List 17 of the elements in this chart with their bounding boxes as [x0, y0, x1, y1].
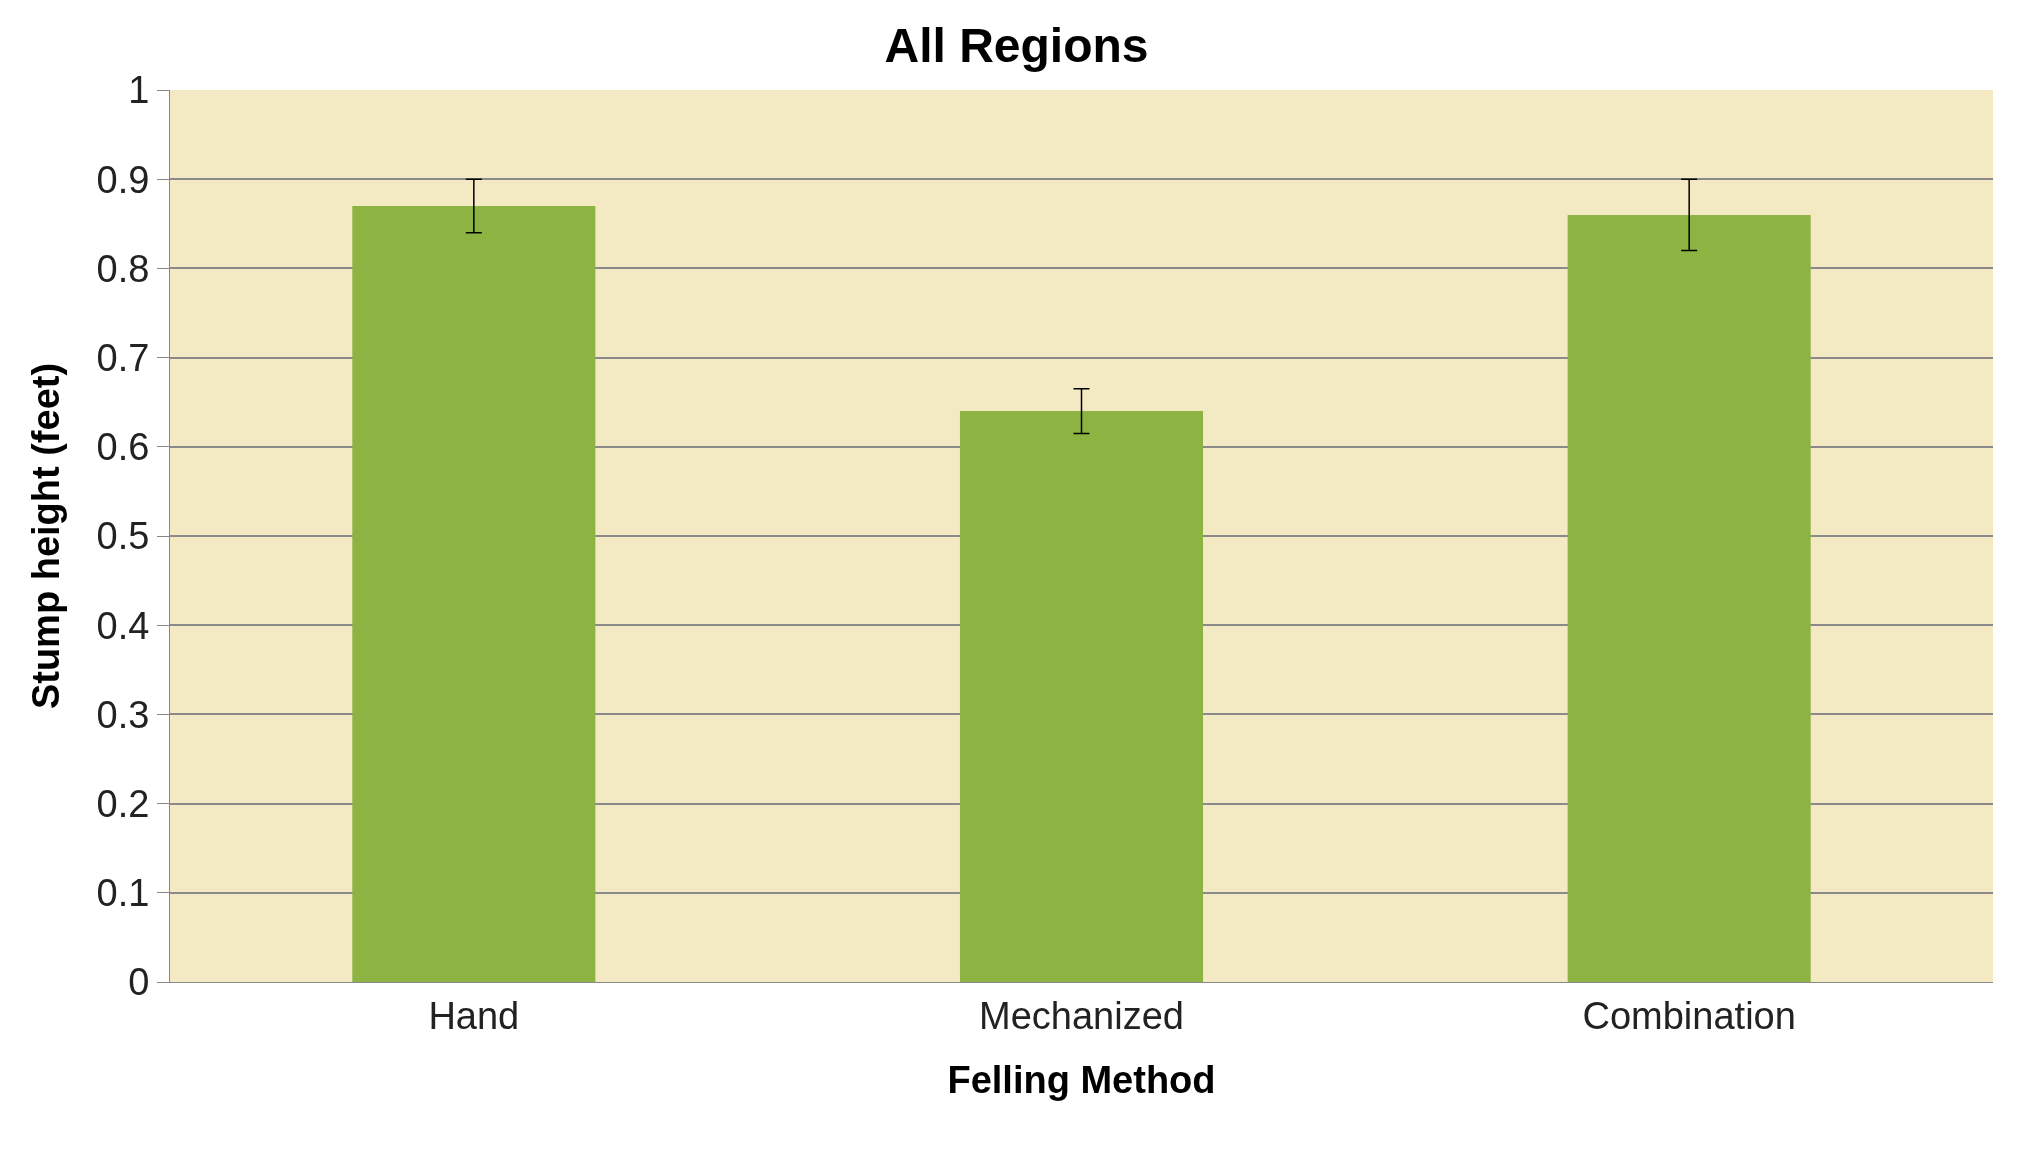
chart-title: All Regions — [884, 19, 1149, 73]
x-tick-label: Hand — [428, 994, 520, 1037]
y-tick-label: 0.4 — [96, 604, 150, 647]
y-tick-label: 0.5 — [96, 515, 150, 558]
y-tick-label: 1 — [128, 69, 150, 112]
y-tick-label: 0.7 — [96, 336, 150, 379]
y-tick-label: 0.9 — [96, 158, 150, 201]
y-tick-label: 0.1 — [96, 872, 150, 915]
x-axis-title: Felling Method — [947, 1058, 1216, 1101]
y-tick-label: 0.3 — [96, 693, 150, 736]
y-tick-label: 0.8 — [96, 247, 150, 290]
x-tick-label: Combination — [1582, 994, 1796, 1037]
y-axis-title: Stump height (feet) — [24, 362, 67, 710]
y-tick-label: 0.2 — [96, 782, 150, 825]
y-tick-label: 0.6 — [96, 426, 150, 469]
y-tick-label: 0 — [128, 961, 150, 1004]
x-tick-label: Mechanized — [979, 994, 1184, 1037]
